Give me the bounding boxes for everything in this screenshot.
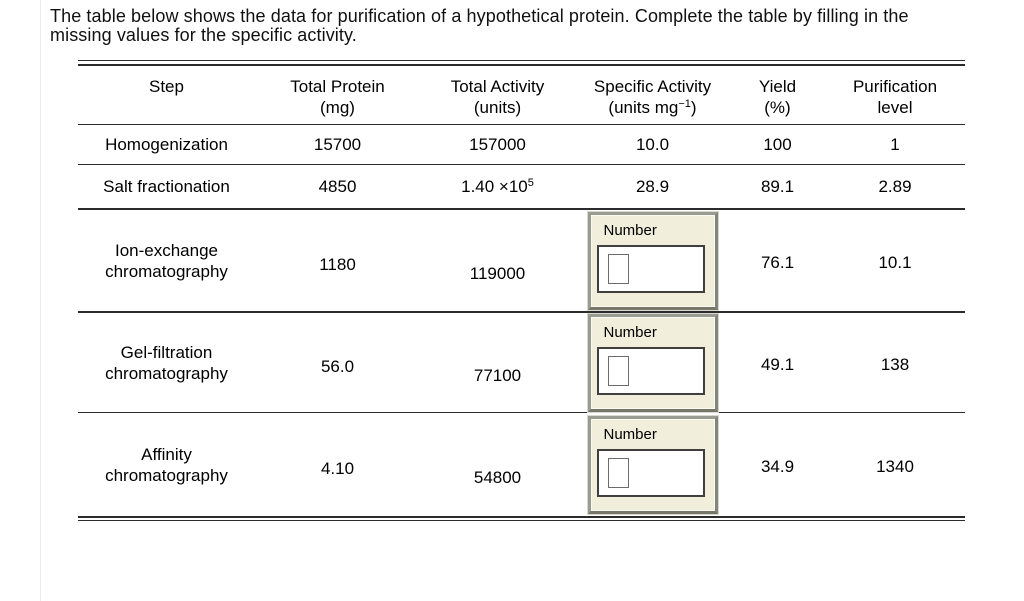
purification-cell: 10.1	[878, 253, 912, 272]
purification-cell: 1	[890, 135, 900, 154]
problem-statement-line2: missing values for the specific activity…	[50, 25, 357, 45]
problem-statement: The table below shows the data for purif…	[50, 7, 909, 45]
col-header-total-activity: Total Activity (units)	[450, 77, 545, 117]
table-bottom-rule	[78, 516, 965, 521]
specific-activity-input[interactable]	[596, 448, 705, 497]
total-protein-cell: 4850	[318, 177, 357, 196]
table-row-ion-exchange: Ion-exchange chromatography 1180 119000 …	[78, 210, 965, 313]
content-left-border	[40, 0, 41, 601]
total-protein-cell: 4.10	[320, 459, 355, 478]
superscript: −1	[678, 98, 691, 110]
specific-activity-cell: Number	[575, 413, 730, 516]
table-row-salt-fractionation: Salt fractionation 4850 1.40 ×105 28.9 8…	[78, 165, 965, 210]
col-header-specific-activity: Specific Activity (units mg−1)	[593, 77, 712, 117]
total-activity-cell: 119000	[469, 264, 526, 283]
specific-activity-cell: Number	[575, 312, 730, 413]
col-header-purification-level: Purification level	[852, 77, 938, 117]
col-header-total-protein: Total Protein (mg)	[290, 77, 385, 117]
total-activity-cell: 1.40 ×105	[461, 177, 534, 196]
step-cell: Gel-filtration chromatography	[105, 342, 228, 383]
specific-activity-input[interactable]	[596, 244, 705, 293]
total-activity-cell: 77100	[473, 366, 522, 385]
total-activity-cell: 157000	[469, 135, 526, 154]
table-header-row: Step Total Protein (mg) Total Activity (…	[78, 66, 965, 125]
purification-cell: 138	[880, 355, 910, 374]
purification-table: Step Total Protein (mg) Total Activity (…	[78, 60, 965, 521]
specific-activity-cell: 10.0	[635, 135, 670, 154]
total-protein-cell: 1180	[319, 255, 356, 274]
input-cursor-box	[607, 253, 629, 284]
yield-cell: 89.1	[760, 177, 795, 196]
specific-activity-input[interactable]	[596, 346, 705, 395]
number-input-widget: Number	[586, 414, 719, 515]
specific-activity-cell: 28.9	[635, 177, 670, 196]
yield-cell: 100	[763, 135, 792, 154]
number-input-label: Number	[603, 323, 657, 341]
yield-cell: 34.9	[760, 457, 795, 476]
number-input-label: Number	[603, 425, 657, 443]
table-row-gel-filtration: Gel-filtration chromatography 56.0 77100…	[78, 312, 965, 413]
step-cell: Salt fractionation	[103, 177, 230, 196]
step-cell: Ion-exchange chromatography	[105, 240, 228, 281]
superscript: 5	[527, 177, 534, 189]
number-input-widget: Number	[586, 210, 719, 311]
total-activity-cell: 54800	[473, 468, 522, 487]
table-row-homogenization: Homogenization 15700 157000 10.0 100 1	[78, 125, 965, 165]
yield-cell: 49.1	[760, 355, 795, 374]
yield-cell: 76.1	[760, 253, 795, 272]
table-top-rule	[78, 60, 965, 66]
purification-cell: 1340	[876, 457, 914, 476]
specific-activity-cell: Number	[575, 210, 730, 311]
problem-statement-line1: The table below shows the data for purif…	[50, 6, 909, 26]
number-input-label: Number	[603, 221, 657, 239]
table-row-affinity: Affinity chromatography 4.10 54800 Numbe…	[78, 413, 965, 516]
input-cursor-box	[607, 355, 629, 386]
input-cursor-box	[607, 457, 629, 488]
col-header-step: Step	[149, 77, 184, 96]
step-cell: Affinity chromatography	[105, 444, 228, 485]
total-protein-cell: 56.0	[320, 357, 355, 376]
total-protein-cell: 15700	[313, 135, 362, 154]
number-input-widget: Number	[586, 312, 719, 413]
col-header-yield: Yield (%)	[758, 77, 797, 117]
purification-cell: 2.89	[878, 177, 912, 196]
step-cell: Homogenization	[105, 135, 228, 154]
